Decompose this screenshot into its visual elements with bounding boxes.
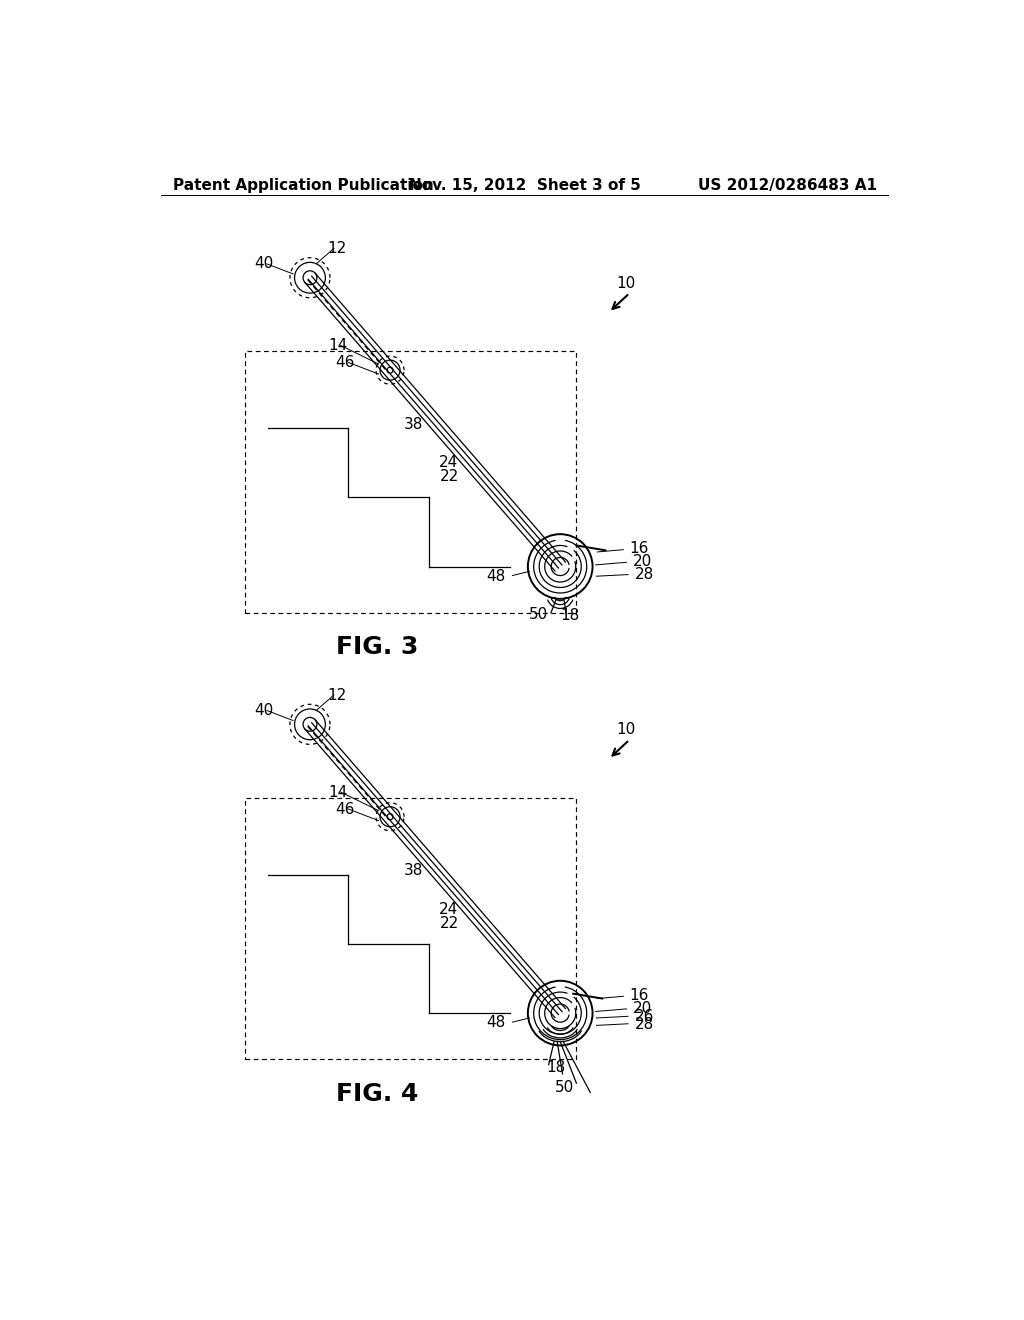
Text: 14: 14 <box>328 338 347 352</box>
Text: Nov. 15, 2012  Sheet 3 of 5: Nov. 15, 2012 Sheet 3 of 5 <box>409 178 641 193</box>
Text: 26: 26 <box>635 1008 654 1024</box>
Text: FIG. 3: FIG. 3 <box>336 635 418 660</box>
Text: 40: 40 <box>254 704 273 718</box>
Text: 40: 40 <box>254 256 273 272</box>
Text: 14: 14 <box>328 784 347 800</box>
Text: FIG. 4: FIG. 4 <box>336 1082 418 1106</box>
Text: 38: 38 <box>403 417 423 432</box>
Text: 12: 12 <box>328 688 346 702</box>
Text: 10: 10 <box>616 276 635 290</box>
Bar <box>245 797 575 1059</box>
Text: 16: 16 <box>629 541 648 556</box>
Text: 18: 18 <box>547 1060 566 1074</box>
Text: 16: 16 <box>629 987 648 1003</box>
Text: 20: 20 <box>633 554 652 569</box>
Text: US 2012/0286483 A1: US 2012/0286483 A1 <box>697 178 877 193</box>
Text: 48: 48 <box>486 569 505 583</box>
Text: 22: 22 <box>440 470 460 484</box>
Text: 24: 24 <box>438 902 458 917</box>
Text: 38: 38 <box>403 863 423 878</box>
Text: 48: 48 <box>486 1015 505 1031</box>
Text: 12: 12 <box>328 242 346 256</box>
Text: 50: 50 <box>529 607 548 622</box>
Text: 20: 20 <box>633 1001 652 1016</box>
Text: 46: 46 <box>336 355 355 370</box>
Text: 10: 10 <box>616 722 635 738</box>
Text: 46: 46 <box>336 801 355 817</box>
Bar <box>245 351 575 612</box>
Text: 28: 28 <box>635 1016 654 1032</box>
Text: 18: 18 <box>560 609 580 623</box>
Text: 22: 22 <box>440 916 460 931</box>
Text: 28: 28 <box>635 568 654 582</box>
Text: Patent Application Publication: Patent Application Publication <box>173 178 433 193</box>
Text: 50: 50 <box>554 1080 573 1096</box>
Text: 24: 24 <box>438 455 458 470</box>
